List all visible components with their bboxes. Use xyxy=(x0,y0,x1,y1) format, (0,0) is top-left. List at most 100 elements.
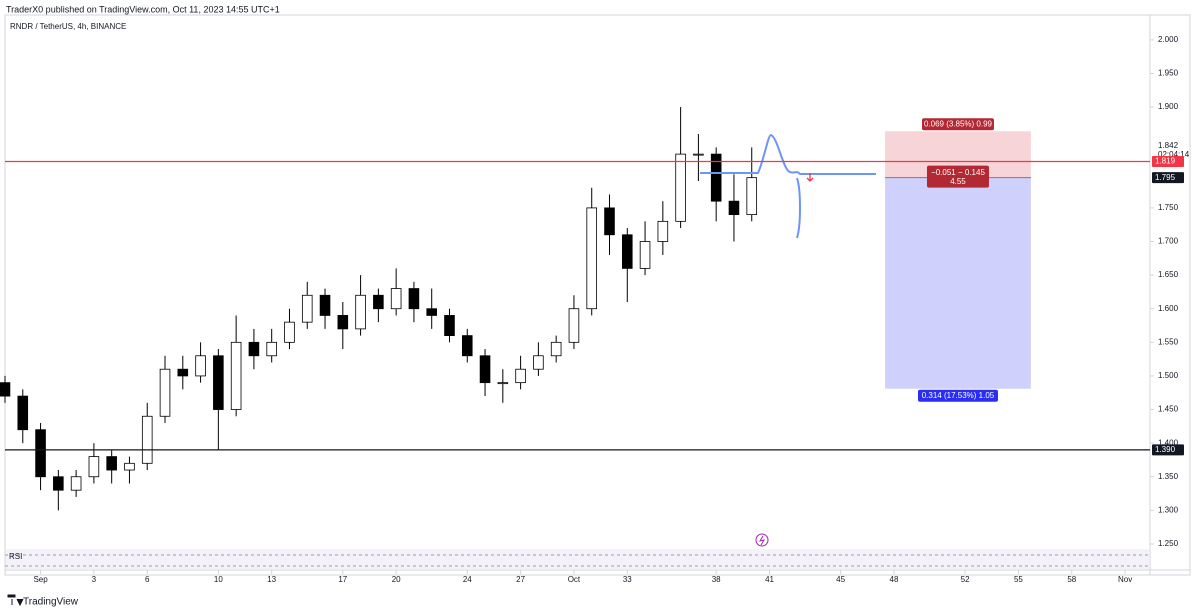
candle-body xyxy=(141,415,153,464)
candle-body xyxy=(373,294,384,310)
projection-drop xyxy=(796,177,801,239)
candle-body xyxy=(106,456,117,471)
x-tick-label: 38 xyxy=(712,575,721,584)
candle-body xyxy=(408,288,420,310)
candle-body xyxy=(604,207,615,236)
symbol-title: RNDR / TetherUS, 4h, BINANCE xyxy=(10,22,126,31)
candle-body xyxy=(53,476,64,491)
candle-body xyxy=(515,368,526,384)
x-tick-label: 58 xyxy=(1067,575,1076,584)
rsi-label: RSI xyxy=(9,552,22,561)
x-tick-label: 6 xyxy=(145,575,150,584)
stop-label: 0.069 (3.85%) 0.99 xyxy=(924,119,993,128)
candle-body xyxy=(586,207,598,310)
x-tick-label: 27 xyxy=(516,575,525,584)
projection-path xyxy=(700,133,876,175)
candle-body xyxy=(337,315,349,330)
candle-body xyxy=(230,341,242,410)
candle-body xyxy=(461,335,473,357)
countdown: 02:04:14 xyxy=(1158,150,1190,159)
x-tick-label: Oct xyxy=(568,575,581,584)
target-zone xyxy=(885,177,1031,389)
y-tick-label: 1.400 xyxy=(1158,438,1179,447)
y-tick-label: 1.750 xyxy=(1158,203,1179,212)
candle-body xyxy=(355,294,366,330)
x-tick-label: 33 xyxy=(623,575,632,584)
rsi-pane xyxy=(5,549,1150,569)
current-price-tag: 1.795 xyxy=(1155,173,1176,182)
candle-body xyxy=(159,368,171,417)
x-tick-label: 45 xyxy=(836,575,845,584)
x-tick-label: 41 xyxy=(765,575,774,584)
y-tick-label: 1.550 xyxy=(1158,337,1179,346)
candle-body xyxy=(497,382,509,385)
x-tick-label: 52 xyxy=(961,575,970,584)
candle-body xyxy=(0,382,11,397)
candle-body xyxy=(746,177,758,216)
candle-body xyxy=(319,294,331,316)
candle-body xyxy=(213,355,224,410)
x-tick-label: 20 xyxy=(392,575,401,584)
candles xyxy=(0,107,758,511)
arrow-icon xyxy=(806,173,814,182)
candle-body xyxy=(479,355,491,384)
event-icon xyxy=(755,533,769,547)
candle-body xyxy=(533,355,544,370)
candle-body xyxy=(284,321,295,343)
y-tick-label: 1.250 xyxy=(1158,539,1179,548)
x-tick-label: 48 xyxy=(890,575,899,584)
x-tick-label: Nov xyxy=(1118,575,1132,584)
price-tag-box xyxy=(1152,156,1184,168)
y-tick-label: 1.950 xyxy=(1158,69,1179,78)
y-tick-label: 1.600 xyxy=(1158,304,1179,313)
candle-body xyxy=(266,341,277,357)
candle-body xyxy=(657,220,669,242)
price-tag: 1.390 xyxy=(1155,445,1176,454)
price-tag-box xyxy=(1152,444,1184,456)
y-tick-label: 1.350 xyxy=(1158,472,1179,481)
candle-body xyxy=(675,153,686,222)
info-label: −0.051 − 0.145 xyxy=(931,168,985,177)
chart-frame xyxy=(4,14,1191,576)
y-tick-label: 1.650 xyxy=(1158,270,1179,279)
y-tick-label: 1.500 xyxy=(1158,371,1179,380)
candle-body xyxy=(728,200,740,216)
candle-body xyxy=(70,476,82,491)
candle-body xyxy=(301,294,313,323)
candle-body xyxy=(17,395,29,431)
y-tick-label: 1.900 xyxy=(1158,102,1179,111)
x-tick-label: 13 xyxy=(267,575,276,584)
candle-body xyxy=(195,355,206,377)
current-price-tag-box xyxy=(1152,172,1184,184)
candle-body xyxy=(444,315,455,337)
candle-body xyxy=(710,153,722,202)
publisher: TraderX0 published on TradingView.com, O… xyxy=(6,4,280,14)
x-tick-label: Sep xyxy=(33,575,48,584)
candle-body xyxy=(621,234,633,269)
y-tick-label: 1.700 xyxy=(1158,237,1179,246)
candle-body xyxy=(35,429,46,478)
x-tick-label: 17 xyxy=(338,575,347,584)
stop-label-box xyxy=(921,118,994,131)
candle-body xyxy=(568,308,580,343)
candle-body xyxy=(177,368,189,377)
target-label-box xyxy=(917,389,998,402)
info-label-box xyxy=(926,165,989,188)
candle-body xyxy=(124,462,135,471)
price-tag: 1.819 xyxy=(1155,157,1176,166)
brand: TradingView xyxy=(23,597,79,608)
x-tick-label: 3 xyxy=(92,575,97,584)
candle-body xyxy=(550,341,562,357)
candle-body xyxy=(248,341,260,357)
y-tick-label: 1.300 xyxy=(1158,505,1179,514)
candle-body xyxy=(639,241,651,269)
info-label: 4.55 xyxy=(950,177,966,186)
candle-body xyxy=(693,153,704,156)
event-bolt xyxy=(758,535,766,546)
last-high-label: 1.842 xyxy=(1158,141,1179,150)
candle-body xyxy=(88,456,100,478)
candle-body xyxy=(426,308,437,316)
target-label: 0.314 (17.53%) 1.05 xyxy=(922,391,995,400)
